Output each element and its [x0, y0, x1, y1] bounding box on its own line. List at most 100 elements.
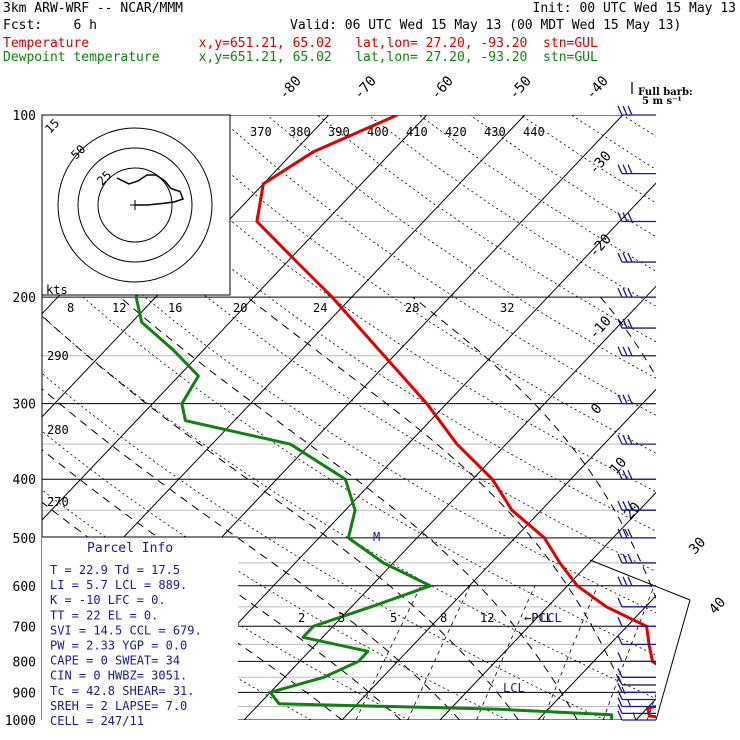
mixing-ratio-label: 8	[67, 301, 74, 315]
wind-barb-flag	[617, 576, 623, 587]
wind-barb	[617, 635, 656, 646]
isotherm-label: 20	[621, 499, 644, 522]
mixing-ratio-line	[476, 585, 536, 720]
mixing-ratio-lines	[355, 585, 656, 720]
wind-barb	[617, 704, 656, 714]
valid-time: Valid: 06 UTC Wed 15 May 13 (00 MDT Wed …	[290, 18, 682, 33]
wind-barb-flag	[617, 434, 623, 445]
isotherm-line	[439, 491, 656, 720]
theta-label: 270	[47, 495, 69, 509]
init-time: Init: 00 UTC Wed 15 May 13	[532, 1, 737, 16]
isotherm-label: 40	[706, 594, 729, 617]
wind-barb	[617, 710, 656, 721]
isotherm-label: -70	[351, 73, 380, 103]
hodograph-units: kts	[46, 283, 68, 297]
barb-legend-title: Full barb:	[638, 87, 693, 98]
theta-e-label: 430	[484, 125, 506, 139]
wind-barb-flag	[617, 710, 623, 721]
mixing-ratio-label-low: 5	[390, 611, 397, 625]
dry-adiabat-line	[469, 115, 656, 238]
wind-barb-flag	[622, 500, 628, 511]
wind-barb-flag	[627, 469, 633, 480]
parcel-info-title: Parcel Info	[87, 541, 173, 556]
wind-barb	[617, 500, 656, 511]
dry-adiabat-line	[42, 372, 606, 720]
wind-barb-flag	[627, 553, 633, 564]
moist-adiabat-line	[42, 315, 519, 720]
wind-barb-flag	[627, 394, 633, 404]
wind-barb	[617, 346, 656, 357]
isotherm-label: 10	[607, 454, 630, 477]
wind-barb-flag	[617, 469, 623, 480]
pressure-tick-label: 700	[13, 620, 36, 635]
mixing-ratio-label: 28	[405, 301, 419, 315]
theta-e-label: 420	[445, 125, 467, 139]
theta-label: 280	[47, 423, 69, 437]
wind-barb-flag	[627, 500, 633, 511]
temperature-line	[255, 115, 656, 719]
dry-adiabat-line	[621, 115, 656, 137]
theta-e-label: 370	[250, 125, 272, 139]
lcl-label-upper: LCL	[540, 611, 562, 625]
wind-barb-flag	[627, 105, 633, 116]
parcel-info-row: CIN = 0 HWBZ= 3051.	[50, 669, 187, 683]
theta-e-label: 410	[406, 125, 428, 139]
moist-adiabat-line	[42, 388, 460, 720]
wind-barb	[617, 212, 656, 223]
isotherm-line	[42, 115, 330, 418]
pressure-tick-label: 1000	[5, 714, 36, 729]
wind-barb-flag	[622, 434, 628, 445]
theta-e-label: 380	[289, 125, 311, 139]
wind-barb	[617, 105, 656, 116]
wind-barb	[617, 318, 656, 329]
parcel-info-row: CELL = 247/11	[50, 714, 144, 728]
wind-barb-flag	[627, 212, 633, 222]
dewpoint-legend: Dewpoint temperature x,y=651.21, 65.02 l…	[3, 50, 598, 65]
wind-barb	[617, 597, 656, 608]
mixing-ratio-label: 16	[168, 301, 182, 315]
parcel-info-row: SREH = 2 LAPSE= 7.0	[50, 699, 187, 713]
hodograph-ring	[77, 147, 193, 263]
dry-adiabat-line	[266, 115, 656, 379]
m-label: M	[373, 530, 380, 544]
wind-barb	[617, 528, 656, 539]
wind-barb-flag	[622, 553, 628, 564]
hodograph-ring	[57, 127, 213, 283]
forecast-hour: Fcst: 6 h	[3, 18, 97, 33]
wind-barb-flag	[627, 318, 633, 329]
isotherm-label: -10	[586, 313, 615, 343]
mixing-ratio-line	[646, 693, 656, 720]
wind-barb-flag	[622, 287, 628, 298]
wind-barb-flag	[627, 164, 633, 174]
wind-barb	[617, 553, 656, 564]
wind-barb-flag	[617, 318, 623, 329]
wind-barb-flag	[622, 576, 628, 587]
edge-line	[655, 599, 691, 721]
wind-barb-flag	[617, 690, 623, 700]
wind-barb	[617, 617, 656, 627]
wind-barb-flag	[617, 164, 623, 174]
parcel-info-box: Parcel Info T = 22.9 Td = 17.5LI = 5.7 LC…	[42, 536, 238, 728]
wind-barb-flag	[617, 652, 623, 662]
mixing-ratio-line	[355, 585, 422, 720]
dry-adiabat-line	[42, 258, 656, 656]
barb-legend-units: 5 m s⁻¹	[642, 96, 682, 107]
wind-barb-flag	[617, 683, 623, 693]
isotherm-label: -50	[506, 73, 535, 103]
wind-barb-flag	[617, 668, 623, 678]
wind-barb-flag	[622, 469, 628, 480]
parcel-info-row: K = -10 LFC = 0.	[50, 593, 166, 607]
wind-barb	[617, 287, 656, 298]
wind-barb-flag	[617, 597, 623, 608]
wind-barb-flag	[617, 697, 623, 707]
wind-barb-flag	[617, 500, 623, 511]
wind-barb	[617, 164, 656, 175]
wind-barb-flag	[627, 346, 633, 357]
mixing-ratio-line	[407, 585, 471, 720]
wind-barb-flag	[617, 252, 623, 263]
pressure-tick-label: 200	[13, 291, 36, 306]
wind-barb	[617, 668, 656, 678]
dewpoint-profile	[134, 115, 614, 720]
